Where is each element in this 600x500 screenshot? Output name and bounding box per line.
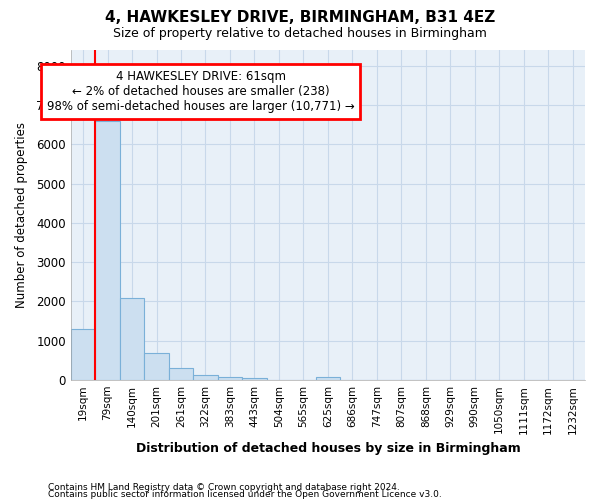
Bar <box>193 376 218 380</box>
Bar <box>242 378 266 380</box>
Text: Size of property relative to detached houses in Birmingham: Size of property relative to detached ho… <box>113 28 487 40</box>
Bar <box>71 329 95 380</box>
Y-axis label: Number of detached properties: Number of detached properties <box>15 122 28 308</box>
X-axis label: Distribution of detached houses by size in Birmingham: Distribution of detached houses by size … <box>136 442 520 455</box>
Text: 4 HAWKESLEY DRIVE: 61sqm
← 2% of detached houses are smaller (238)
98% of semi-d: 4 HAWKESLEY DRIVE: 61sqm ← 2% of detache… <box>47 70 355 112</box>
Bar <box>120 298 144 380</box>
Bar <box>316 378 340 380</box>
Bar <box>169 368 193 380</box>
Bar <box>218 378 242 380</box>
Text: Contains public sector information licensed under the Open Government Licence v3: Contains public sector information licen… <box>48 490 442 499</box>
Text: Contains HM Land Registry data © Crown copyright and database right 2024.: Contains HM Land Registry data © Crown c… <box>48 484 400 492</box>
Text: 4, HAWKESLEY DRIVE, BIRMINGHAM, B31 4EZ: 4, HAWKESLEY DRIVE, BIRMINGHAM, B31 4EZ <box>105 10 495 25</box>
Bar <box>144 354 169 380</box>
Bar <box>95 120 120 380</box>
